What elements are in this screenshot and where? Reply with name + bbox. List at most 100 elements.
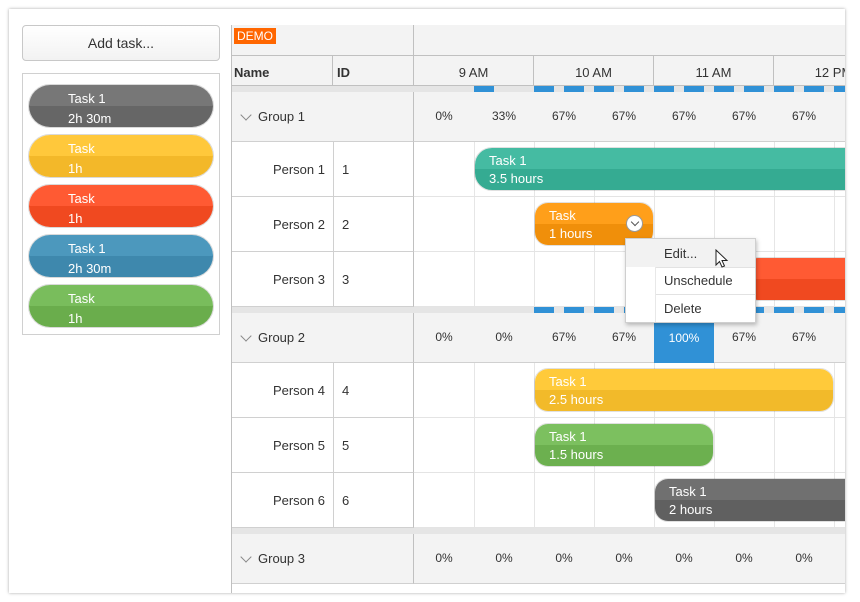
event-bar[interactable]: Task 1 2 hours [654,478,845,522]
resource-name: Person 5 [272,437,325,453]
queue-item[interactable]: Task 1h [28,284,214,328]
utilization-segment [564,307,584,313]
chevron-down-icon [630,217,639,227]
utilization-cell: 67% [791,330,817,344]
utilization-cell: 67% [611,330,637,344]
column-header-name[interactable]: Name [232,56,333,86]
group-row-group-2[interactable]: Group 2 [232,313,414,363]
group-label: Group 1 [240,92,305,141]
utilization-cell: 0% [615,551,633,565]
utilization-cell: 67% [611,109,637,123]
utilization-cell: 67% [671,109,697,123]
app-frame: Add task... Task 1 2h 30m Task 1h Task 1… [9,9,845,593]
utilization-segment [594,307,614,313]
group-name: Group 1 [258,109,305,124]
group-label: Group 3 [240,534,305,583]
queue-item-title: Task 1 [68,241,106,256]
event-bar[interactable]: Task 1 2.5 hours [534,368,834,412]
utilization-cell: 0% [435,109,453,123]
event-duration: 2.5 hours [549,392,604,407]
resource-id: 4 [333,363,349,417]
event-bar[interactable]: Task 1 3.5 hours [474,147,845,191]
scheduler: DEMO Name ID 9 AM 10 AM 11 AM 12 PM Grou… [231,25,845,593]
utilization-cell: 67% [731,330,757,344]
group-row-group-1[interactable]: Group 1 [232,92,414,142]
resource-id: 6 [333,473,349,527]
resource-row[interactable]: Person 6 6 [232,473,414,528]
utilization-cell: 67% [731,109,757,123]
menu-divider [656,267,755,268]
utilization-segment [774,307,794,313]
utilization-cell: 0% [495,551,513,565]
add-task-button[interactable]: Add task... [22,25,220,61]
utilization-segment [534,86,554,92]
hour-header: 9 AM [414,56,534,86]
menu-divider [656,294,755,295]
event-title: Task 1 [549,374,587,389]
resource-row[interactable]: Person 2 2 [232,197,414,252]
resource-id: 5 [333,418,349,472]
resource-id: 3 [333,252,349,306]
event-menu-button[interactable] [626,215,643,232]
event-title: Task 1 [669,484,707,499]
queue-item-title: Task [68,291,95,306]
utilization-cell: 0% [495,330,513,344]
queue-item[interactable]: Task 1h [28,184,214,228]
event-bar[interactable]: Task 1 1.5 hours [534,423,714,467]
context-menu: Edit... Unschedule Delete [625,238,756,323]
queue-item-duration: 1h [68,211,83,226]
utilization-cell: 33% [491,109,517,123]
event-duration: 1 hours [549,226,593,241]
resource-name: Person 3 [272,271,325,287]
event-duration: 2 hours [669,502,713,517]
mouse-pointer-icon [715,249,729,268]
utilization-cell: 0% [735,551,753,565]
resource-id: 2 [333,197,349,251]
resource-row[interactable]: Person 3 3 [232,252,414,307]
column-header-id[interactable]: ID [333,56,414,86]
group-name: Group 3 [258,551,305,566]
resource-row[interactable]: Person 1 1 [232,142,414,197]
group-utilization-row: 0% 33% 67% 67% 67% 67% 67% [414,92,845,142]
queue-item[interactable]: Task 1 2h 30m [28,234,214,278]
menu-item-delete[interactable]: Delete [664,300,702,316]
timeline-top-header [414,25,845,56]
utilization-segment [834,86,845,92]
hour-header: 10 AM [534,56,654,86]
event-bar[interactable] [744,257,845,301]
group-utilization-row: 0% 0% 0% 0% 0% 0% 0% [414,534,845,584]
resource-name: Person 1 [272,161,325,177]
chevron-down-icon[interactable] [240,329,252,342]
resource-name: Person 6 [272,492,325,508]
event-duration: 1.5 hours [549,447,604,462]
queue-item-duration: 1h [68,161,83,176]
event-bar[interactable]: Task 1 hours [534,202,654,246]
group-row-group-3[interactable]: Group 3 [232,534,414,584]
menu-item-edit[interactable]: Edit... [626,239,755,267]
group-bar-track [232,86,845,92]
utilization-segment [774,86,794,92]
chevron-down-icon[interactable] [240,550,252,563]
utilization-segment [624,86,644,92]
queue-item-title: Task 1 [68,91,106,106]
group-name: Group 2 [258,330,305,345]
queue-item[interactable]: Task 1 2h 30m [28,84,214,128]
utilization-segment [804,307,824,313]
chevron-down-icon[interactable] [240,108,252,121]
group-bar-track [232,528,845,534]
hour-header: 12 PM [774,56,845,86]
menu-item-unschedule[interactable]: Unschedule [664,272,733,288]
resource-row[interactable]: Person 4 4 [232,363,414,418]
queue-item[interactable]: Task 1h [28,134,214,178]
utilization-segment [564,86,584,92]
queue-item-duration: 2h 30m [68,111,112,126]
queue-item-title: Task [68,191,95,206]
utilization-segment [804,86,824,92]
utilization-segment [744,86,764,92]
event-title: Task [549,208,576,223]
resource-row[interactable]: Person 5 5 [232,418,414,473]
utilization-segment [684,86,704,92]
resource-name: Person 4 [272,382,325,398]
utilization-cell: 0% [435,330,453,344]
utilization-segment [654,86,674,92]
